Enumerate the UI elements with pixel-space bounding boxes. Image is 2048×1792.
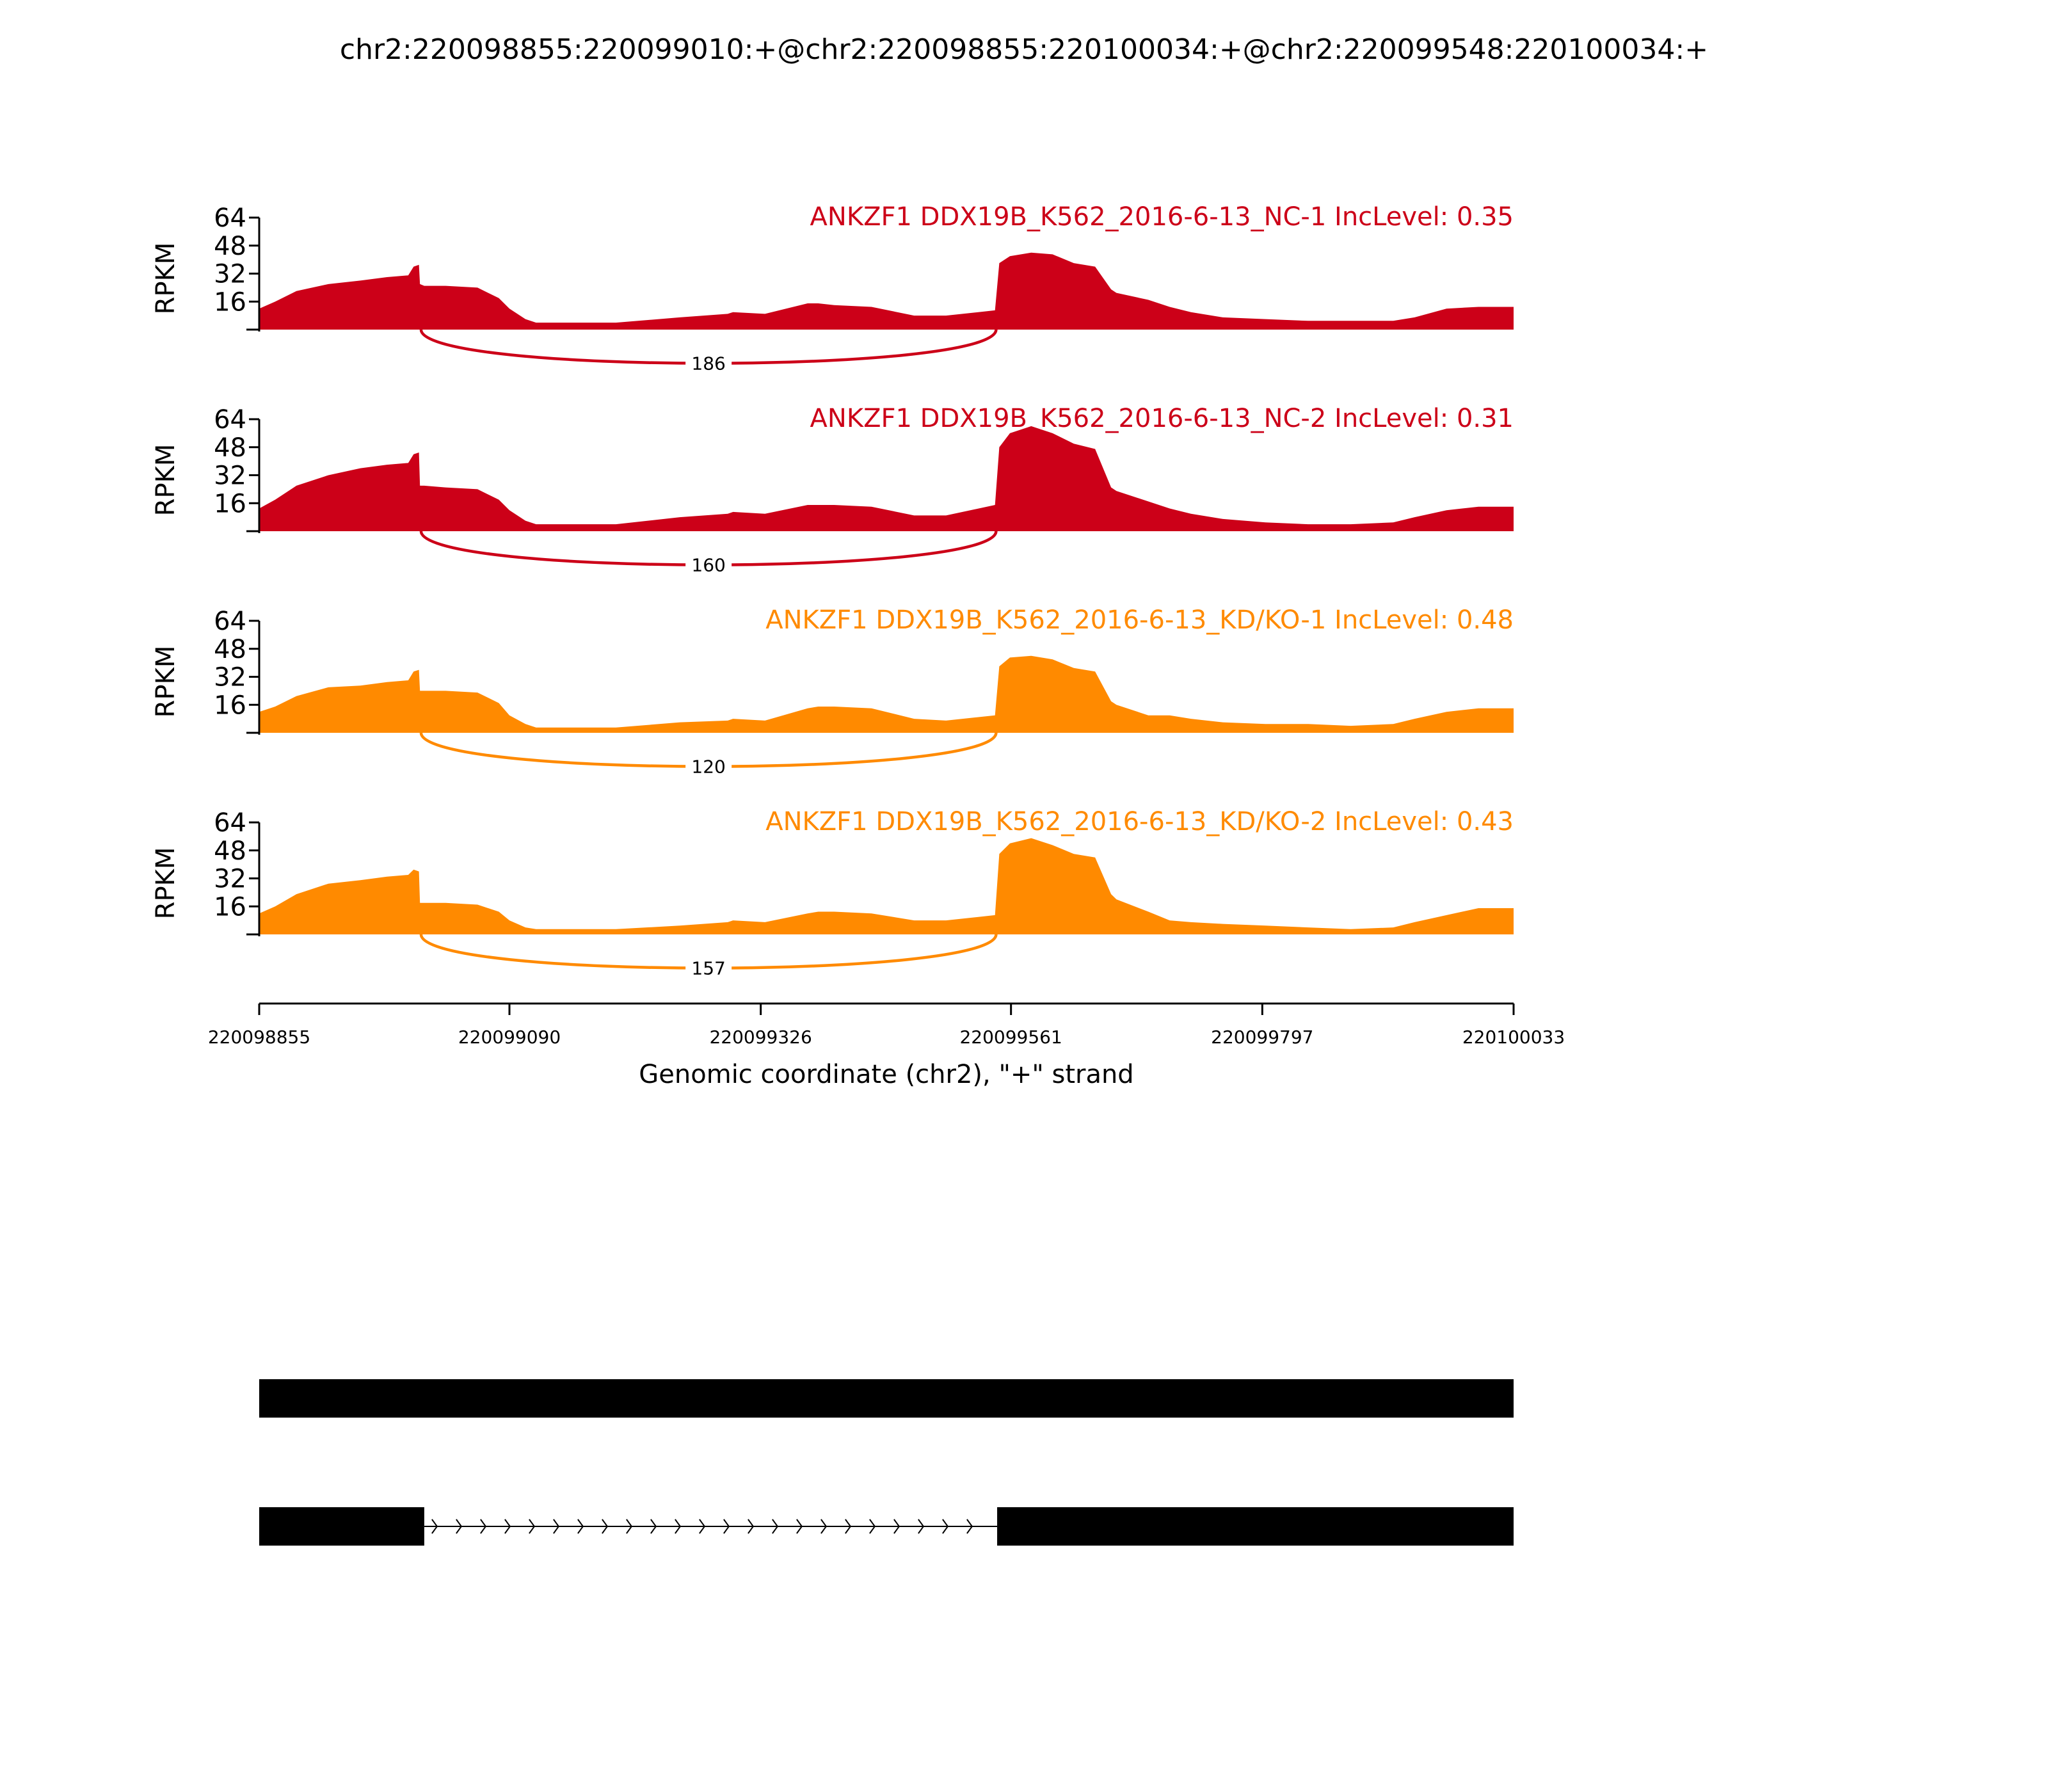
strand-arrow xyxy=(723,1519,730,1534)
strand-arrow xyxy=(699,1519,706,1534)
y-tick-label-48-2: 48 xyxy=(214,433,246,463)
strand-arrow xyxy=(480,1519,487,1534)
y-tick-label-64-3: 64 xyxy=(214,607,246,636)
y-tick-label-48-4: 48 xyxy=(214,836,246,866)
strand-arrow xyxy=(602,1519,609,1534)
junction-label-bg-2 xyxy=(685,552,732,577)
strand-arrow xyxy=(431,1519,438,1534)
gene-model-1 xyxy=(259,1379,1514,1418)
x-tick-label-0: 220098855 xyxy=(208,1027,310,1048)
strand-arrow xyxy=(577,1519,584,1534)
junction-label-bg-3 xyxy=(685,753,732,778)
strand-arrow xyxy=(820,1519,828,1534)
strand-arrow xyxy=(772,1519,779,1534)
junction-count-3: 120 xyxy=(691,756,725,778)
strand-arrow xyxy=(456,1519,463,1534)
x-tick-label-1: 220099090 xyxy=(458,1027,561,1048)
y-tick-label-64-4: 64 xyxy=(214,808,246,838)
strand-arrow xyxy=(504,1519,511,1534)
junction-count-2: 160 xyxy=(691,555,725,576)
junction-count-1: 186 xyxy=(691,353,725,374)
y-axis-label-2: RPKM xyxy=(151,444,180,516)
y-tick-label-32-2: 32 xyxy=(214,461,246,491)
coverage-area-1 xyxy=(259,252,1514,330)
y-axis-label-4: RPKM xyxy=(151,847,180,920)
x-tick-label-4: 220099797 xyxy=(1211,1027,1313,1048)
strand-arrow xyxy=(748,1519,755,1534)
y-tick-label-48-3: 48 xyxy=(214,635,246,664)
exon-2-2 xyxy=(997,1507,1514,1546)
x-axis: 220098855 220099090 220099326 220099561 2200… xyxy=(208,1002,1565,1048)
gene-model-2 xyxy=(259,1507,1514,1546)
strand-arrow xyxy=(869,1519,876,1534)
x-axis-label: Genomic coordinate (chr2), "+" strand xyxy=(639,1060,1133,1089)
x-tick-label-2: 220099326 xyxy=(709,1027,812,1048)
y-tick-label-48-1: 48 xyxy=(214,232,246,261)
junction-label-bg-1 xyxy=(685,350,732,375)
strand-arrow xyxy=(529,1519,536,1534)
y-tick-label-16-4: 16 xyxy=(214,892,246,922)
coverage-area-3 xyxy=(259,655,1514,733)
junction-count-4: 157 xyxy=(691,958,725,979)
strand-arrow xyxy=(942,1519,949,1534)
y-tick-label-32-4: 32 xyxy=(214,865,246,894)
panel-title-4: ANKZF1 DDX19B_K562_2016-6-13_KD/KO-2 Inc… xyxy=(765,807,1514,836)
strand-arrow xyxy=(845,1519,852,1534)
exon-2-1 xyxy=(259,1507,424,1546)
figure-title: chr2:220098855:220099010:+@chr2:22009885… xyxy=(340,33,1708,66)
panel-title-1: ANKZF1 DDX19B_K562_2016-6-13_NC-1 IncLev… xyxy=(810,202,1514,232)
y-tick-label-16-2: 16 xyxy=(214,489,246,518)
y-tick-label-64-1: 64 xyxy=(214,204,246,233)
junction-label-bg-4 xyxy=(685,955,732,980)
strand-arrow xyxy=(626,1519,633,1534)
strand-arrow xyxy=(796,1519,803,1534)
panel-title-3: ANKZF1 DDX19B_K562_2016-6-13_KD/KO-1 Inc… xyxy=(765,605,1514,635)
y-axis-label-3: RPKM xyxy=(151,646,180,718)
x-tick-label-5: 220100033 xyxy=(1462,1027,1565,1048)
y-axis-label-1: RPKM xyxy=(151,243,180,315)
y-tick-label-32-1: 32 xyxy=(214,260,246,289)
strand-arrow xyxy=(675,1519,682,1534)
exon-1-1 xyxy=(259,1379,1514,1418)
y-tick-label-16-3: 16 xyxy=(214,691,246,720)
coverage-area-4 xyxy=(259,838,1514,934)
strand-arrow xyxy=(650,1519,657,1534)
strand-arrow xyxy=(918,1519,925,1534)
strand-arrow xyxy=(966,1519,973,1534)
y-tick-label-16-1: 16 xyxy=(214,287,246,317)
y-tick-label-32-3: 32 xyxy=(214,663,246,692)
x-tick-label-3: 220099561 xyxy=(959,1027,1062,1048)
panel-title-2: ANKZF1 DDX19B_K562_2016-6-13_NC-2 IncLev… xyxy=(810,404,1514,433)
gene-models xyxy=(259,1379,1514,1546)
y-tick-label-64-2: 64 xyxy=(214,405,246,435)
coverage-area-2 xyxy=(259,426,1514,531)
strand-arrow xyxy=(553,1519,560,1534)
strand-arrow xyxy=(893,1519,900,1534)
